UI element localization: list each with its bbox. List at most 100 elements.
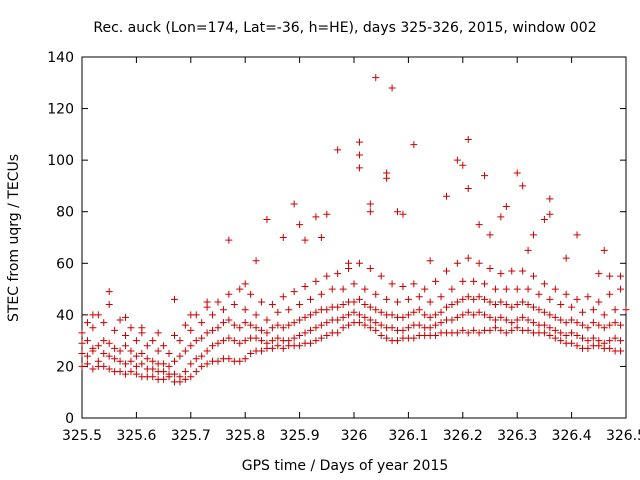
data-point bbox=[252, 334, 260, 342]
data-point bbox=[568, 316, 576, 324]
data-point bbox=[497, 326, 505, 334]
data-point bbox=[546, 195, 554, 203]
data-point bbox=[453, 156, 461, 164]
data-point bbox=[611, 334, 619, 342]
data-point bbox=[481, 280, 489, 288]
data-point bbox=[606, 272, 614, 280]
data-point bbox=[225, 290, 233, 298]
data-point bbox=[345, 259, 353, 267]
data-point bbox=[491, 316, 499, 324]
data-point bbox=[508, 319, 516, 327]
data-point bbox=[568, 339, 576, 347]
y-tick-label: 80 bbox=[56, 205, 74, 221]
data-point bbox=[394, 208, 402, 216]
data-point bbox=[339, 324, 347, 332]
data-point bbox=[410, 334, 418, 342]
data-point bbox=[399, 282, 407, 290]
data-point bbox=[301, 282, 309, 290]
data-point bbox=[274, 342, 282, 350]
data-point bbox=[606, 321, 614, 329]
data-point bbox=[366, 303, 374, 311]
data-point bbox=[312, 337, 320, 345]
x-tick-label: 326.2 bbox=[443, 428, 483, 444]
data-point bbox=[573, 319, 581, 327]
data-point bbox=[230, 301, 238, 309]
data-point bbox=[192, 355, 200, 363]
data-point bbox=[453, 313, 461, 321]
data-point bbox=[404, 311, 412, 319]
data-point bbox=[247, 321, 255, 329]
data-point bbox=[388, 324, 396, 332]
data-point bbox=[388, 311, 396, 319]
data-point bbox=[323, 210, 331, 218]
data-point bbox=[546, 324, 554, 332]
data-point bbox=[611, 319, 619, 327]
data-point bbox=[617, 272, 625, 280]
data-point bbox=[361, 321, 369, 329]
data-point bbox=[502, 316, 510, 324]
data-point bbox=[568, 303, 576, 311]
y-tick-label: 40 bbox=[56, 308, 74, 324]
data-point bbox=[415, 306, 423, 314]
data-point bbox=[285, 337, 293, 345]
data-point bbox=[497, 298, 505, 306]
data-point bbox=[258, 347, 266, 355]
data-point bbox=[448, 301, 456, 309]
axis-ticks: 325.5 325.6 325.7 325.8 325.9 326 326.1 326.2 32… bbox=[47, 50, 640, 444]
data-point bbox=[317, 290, 325, 298]
data-point bbox=[491, 301, 499, 309]
data-point bbox=[540, 280, 548, 288]
data-point bbox=[209, 311, 217, 319]
data-point bbox=[372, 74, 380, 82]
data-point bbox=[105, 339, 113, 347]
data-point bbox=[568, 329, 576, 337]
data-point bbox=[432, 277, 440, 285]
data-point bbox=[513, 285, 521, 293]
data-point bbox=[317, 234, 325, 241]
data-point bbox=[524, 246, 532, 254]
data-point bbox=[486, 313, 494, 321]
data-point bbox=[383, 174, 391, 182]
data-point bbox=[573, 231, 581, 239]
data-point bbox=[132, 362, 140, 370]
data-point bbox=[394, 337, 402, 345]
data-point bbox=[442, 192, 450, 200]
chart-title: Rec. auck (Lon=174, Lat=-36, h=HE), days… bbox=[93, 20, 596, 36]
data-point bbox=[524, 316, 532, 324]
data-point bbox=[317, 334, 325, 342]
data-point bbox=[214, 339, 222, 347]
data-point bbox=[595, 337, 603, 345]
data-point bbox=[486, 264, 494, 272]
data-point bbox=[377, 321, 385, 329]
data-point bbox=[513, 324, 521, 332]
data-point bbox=[437, 308, 445, 316]
data-point bbox=[116, 347, 124, 355]
data-point bbox=[160, 360, 168, 368]
data-point bbox=[312, 324, 320, 332]
data-point bbox=[611, 306, 619, 314]
data-point bbox=[236, 357, 244, 365]
data-point bbox=[508, 326, 516, 334]
data-point bbox=[562, 290, 570, 298]
data-point bbox=[600, 324, 608, 332]
data-point bbox=[334, 270, 342, 278]
data-point bbox=[274, 334, 282, 342]
data-point bbox=[366, 200, 374, 208]
data-point bbox=[301, 236, 309, 244]
data-point bbox=[105, 288, 113, 296]
data-point bbox=[268, 337, 276, 345]
data-point bbox=[279, 344, 287, 352]
data-point bbox=[252, 311, 260, 319]
data-point bbox=[394, 298, 402, 306]
data-point bbox=[426, 324, 434, 332]
data-point bbox=[578, 321, 586, 329]
data-point bbox=[470, 311, 478, 319]
data-point bbox=[296, 331, 304, 339]
data-point bbox=[355, 259, 363, 267]
data-point bbox=[219, 337, 227, 345]
data-point bbox=[209, 342, 217, 350]
data-point bbox=[230, 337, 238, 345]
data-point bbox=[214, 357, 222, 365]
data-point bbox=[154, 347, 162, 355]
data-point bbox=[562, 254, 570, 262]
